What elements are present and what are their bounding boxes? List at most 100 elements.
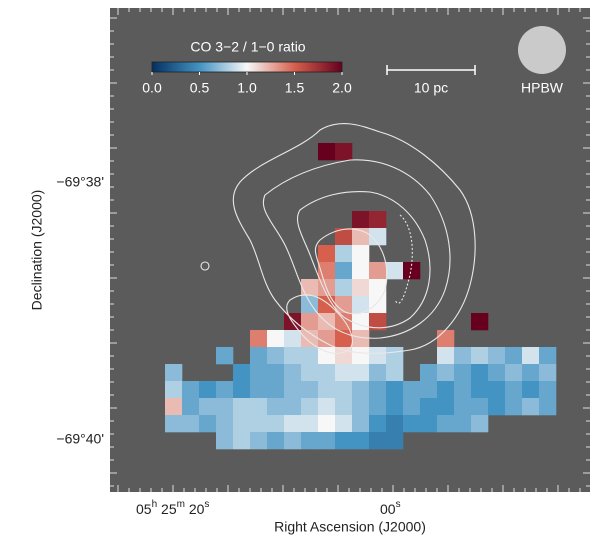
pixel [301, 347, 318, 364]
pixel [199, 381, 216, 398]
pixel [454, 364, 471, 381]
pixel [335, 143, 352, 160]
pixel [471, 381, 488, 398]
pixel [267, 330, 284, 347]
colorbar-tick-label: 0.0 [142, 80, 162, 96]
pixel [284, 364, 301, 381]
pixel [250, 330, 267, 347]
pixel [165, 364, 182, 381]
pixel [471, 347, 488, 364]
pixel [352, 313, 369, 330]
colorbar-tick-label: 0.5 [190, 80, 210, 96]
pixel [267, 398, 284, 415]
chart: CO 3−2 / 1−0 ratio 10 pc HPBW Right Asce… [0, 0, 600, 543]
pixel [250, 432, 267, 449]
pixel [301, 415, 318, 432]
pixel [284, 415, 301, 432]
y-tick-label: −69°40' [56, 431, 104, 447]
pixel [199, 415, 216, 432]
pixel [437, 347, 454, 364]
pixel [301, 313, 318, 330]
pixel [352, 347, 369, 364]
pixel [301, 279, 318, 296]
pixel [267, 347, 284, 364]
pixel [420, 364, 437, 381]
pixel [352, 330, 369, 347]
pixel [352, 381, 369, 398]
pixel [165, 398, 182, 415]
pixel [369, 347, 386, 364]
pixel [454, 415, 471, 432]
pixel [386, 432, 403, 449]
pixel [233, 415, 250, 432]
beam [518, 26, 566, 74]
pixel [369, 262, 386, 279]
pixel [522, 364, 539, 381]
pixel [471, 364, 488, 381]
pixel [420, 381, 437, 398]
pixel [267, 415, 284, 432]
pixel [318, 415, 335, 432]
pixel [522, 398, 539, 415]
pixel [352, 364, 369, 381]
pixel [318, 313, 335, 330]
pixel [437, 398, 454, 415]
pixel [335, 415, 352, 432]
pixel [284, 432, 301, 449]
number: 20 [185, 501, 205, 517]
x-axis-title: Right Ascension (J2000) [274, 519, 426, 535]
pixel [335, 245, 352, 262]
colorbar-tick-label: 1.5 [285, 80, 305, 96]
pixel [233, 432, 250, 449]
pixel [335, 364, 352, 381]
pixel [267, 381, 284, 398]
pixel [488, 398, 505, 415]
pixel [505, 398, 522, 415]
y-tick-label: −69°38' [56, 174, 104, 190]
pixel [386, 381, 403, 398]
pixel [335, 398, 352, 415]
pixel [386, 398, 403, 415]
y-axis-title: Declination (J2000) [29, 190, 45, 311]
pixel [318, 381, 335, 398]
pixel [437, 381, 454, 398]
number: 00 [380, 501, 396, 517]
pixel [403, 415, 420, 432]
pixel [454, 398, 471, 415]
pixel [386, 347, 403, 364]
pixel [522, 381, 539, 398]
pixel [522, 347, 539, 364]
pixel [233, 398, 250, 415]
pixel [301, 364, 318, 381]
pixel [369, 296, 386, 313]
pixel [284, 347, 301, 364]
colorbar-title: CO 3−2 / 1−0 ratio [190, 39, 305, 55]
colorbar [152, 62, 342, 72]
pixel [454, 347, 471, 364]
pixel [488, 381, 505, 398]
pixel [284, 330, 301, 347]
pixel [352, 279, 369, 296]
pixel [318, 432, 335, 449]
pixel [488, 347, 505, 364]
pixel [182, 398, 199, 415]
pixel [182, 415, 199, 432]
pixel [335, 432, 352, 449]
pixel [182, 381, 199, 398]
pixel [284, 398, 301, 415]
pixel [539, 347, 556, 364]
unit: s [204, 499, 209, 510]
pixel [386, 364, 403, 381]
pixel [352, 415, 369, 432]
pixel [216, 398, 233, 415]
pixel [471, 398, 488, 415]
pixel [437, 415, 454, 432]
scale-bar-label: 10 pc [414, 80, 448, 96]
pixel [352, 211, 369, 228]
pixel [216, 381, 233, 398]
pixel [250, 398, 267, 415]
pixel [318, 330, 335, 347]
pixel [216, 432, 233, 449]
pixel [369, 211, 386, 228]
pixel [505, 364, 522, 381]
